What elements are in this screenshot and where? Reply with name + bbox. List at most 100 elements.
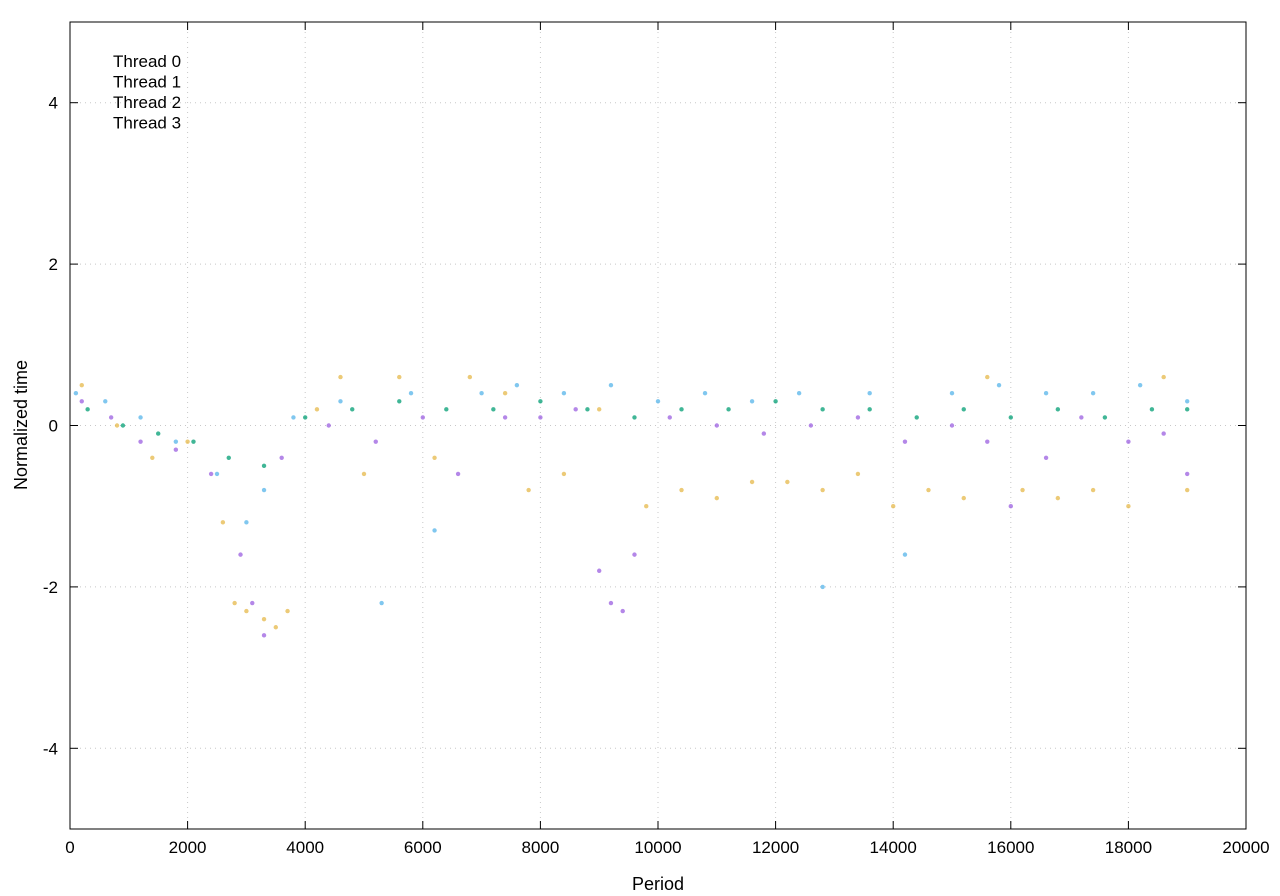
- series-thread-2: [73, 382, 1190, 606]
- data-point: [173, 447, 179, 452]
- axis-ticks: 0 2000 4000 6000 8000 10000 12000 14000 16000 180…: [43, 22, 1270, 857]
- data-point: [397, 399, 402, 404]
- data-point: [350, 407, 355, 412]
- data-point: [1055, 407, 1061, 412]
- data-point: [597, 407, 602, 412]
- data-point: [314, 407, 320, 412]
- data-point: [120, 423, 126, 428]
- data-point: [714, 495, 719, 501]
- x-tick-label: 2000: [169, 838, 207, 857]
- data-point: [573, 407, 578, 412]
- data-point: [361, 471, 367, 477]
- data-point: [191, 439, 196, 444]
- data-point: [432, 528, 437, 533]
- data-point: [291, 415, 296, 420]
- y-tick-label: 4: [49, 94, 58, 113]
- x-tick-label: 8000: [521, 838, 559, 857]
- data-point: [785, 479, 790, 485]
- data-point: [479, 391, 484, 396]
- data-point: [655, 399, 661, 404]
- data-point: [961, 495, 966, 501]
- data-point: [432, 455, 437, 460]
- data-point: [244, 520, 249, 525]
- data-point: [667, 415, 672, 420]
- data-point: [820, 584, 825, 590]
- data-point: [773, 399, 778, 404]
- data-point: [114, 423, 120, 428]
- data-point: [220, 520, 226, 525]
- data-point: [261, 487, 267, 493]
- data-point: [285, 608, 290, 614]
- legend-entry: Thread 3: [113, 114, 181, 133]
- data-point: [538, 399, 543, 404]
- data-point: [373, 439, 378, 444]
- data-point: [1185, 407, 1190, 412]
- y-axis-title: Normalized time: [11, 360, 31, 490]
- data-point: [1043, 455, 1049, 460]
- data-point: [514, 382, 520, 388]
- data-point: [156, 431, 161, 436]
- data-point: [338, 399, 343, 404]
- data-point: [679, 407, 684, 412]
- data-point: [455, 471, 461, 477]
- data-point: [914, 415, 919, 420]
- data-point: [620, 608, 625, 614]
- data-point: [1126, 439, 1131, 444]
- data-point: [985, 374, 990, 380]
- x-tick-label: 4000: [286, 838, 324, 857]
- data-point: [538, 415, 543, 420]
- data-point: [632, 552, 637, 557]
- data-point: [702, 391, 708, 396]
- data-point: [1185, 399, 1190, 404]
- data-point: [749, 399, 755, 404]
- y-tick-label: -4: [43, 739, 58, 758]
- data-point: [444, 407, 449, 412]
- data-point: [1161, 431, 1166, 436]
- data-point: [338, 374, 343, 380]
- data-point: [138, 439, 143, 444]
- series-thread-1: [85, 399, 1190, 469]
- data-point: [491, 407, 496, 412]
- data-point: [726, 407, 731, 412]
- data-point: [902, 439, 908, 444]
- series-thread-3: [79, 374, 1190, 630]
- data-point: [1137, 382, 1143, 388]
- series-thread-0: [79, 399, 1190, 638]
- data-point: [820, 487, 825, 493]
- data-point: [150, 455, 155, 460]
- data-point: [1008, 415, 1013, 420]
- data-point: [926, 487, 931, 493]
- x-tick-label: 0: [65, 838, 74, 857]
- data-point: [214, 471, 220, 477]
- data-point: [585, 407, 590, 412]
- data-point: [867, 407, 872, 412]
- data-point: [714, 423, 719, 428]
- data-point: [397, 374, 402, 380]
- data-point: [1185, 471, 1190, 477]
- data-point: [526, 487, 531, 493]
- data-point: [138, 415, 143, 420]
- data-point: [185, 439, 190, 444]
- data-point: [108, 415, 114, 420]
- data-point: [949, 391, 955, 396]
- data-point: [238, 552, 243, 557]
- data-point: [855, 415, 861, 420]
- data-point: [173, 439, 179, 444]
- data-point: [502, 391, 508, 396]
- data-point: [1161, 374, 1166, 380]
- x-tick-label: 10000: [634, 838, 681, 857]
- data-point: [632, 415, 637, 420]
- data-point: [467, 374, 473, 380]
- data-point: [273, 625, 278, 630]
- data-point: [679, 487, 684, 493]
- data-point: [891, 504, 896, 509]
- data-point: [608, 600, 614, 606]
- data-point: [1020, 487, 1025, 493]
- x-axis-title: Period: [632, 874, 684, 894]
- data-point: [1102, 415, 1108, 420]
- data-point: [261, 616, 267, 622]
- data-point: [79, 382, 84, 388]
- legend-entry: Thread 0: [113, 52, 181, 71]
